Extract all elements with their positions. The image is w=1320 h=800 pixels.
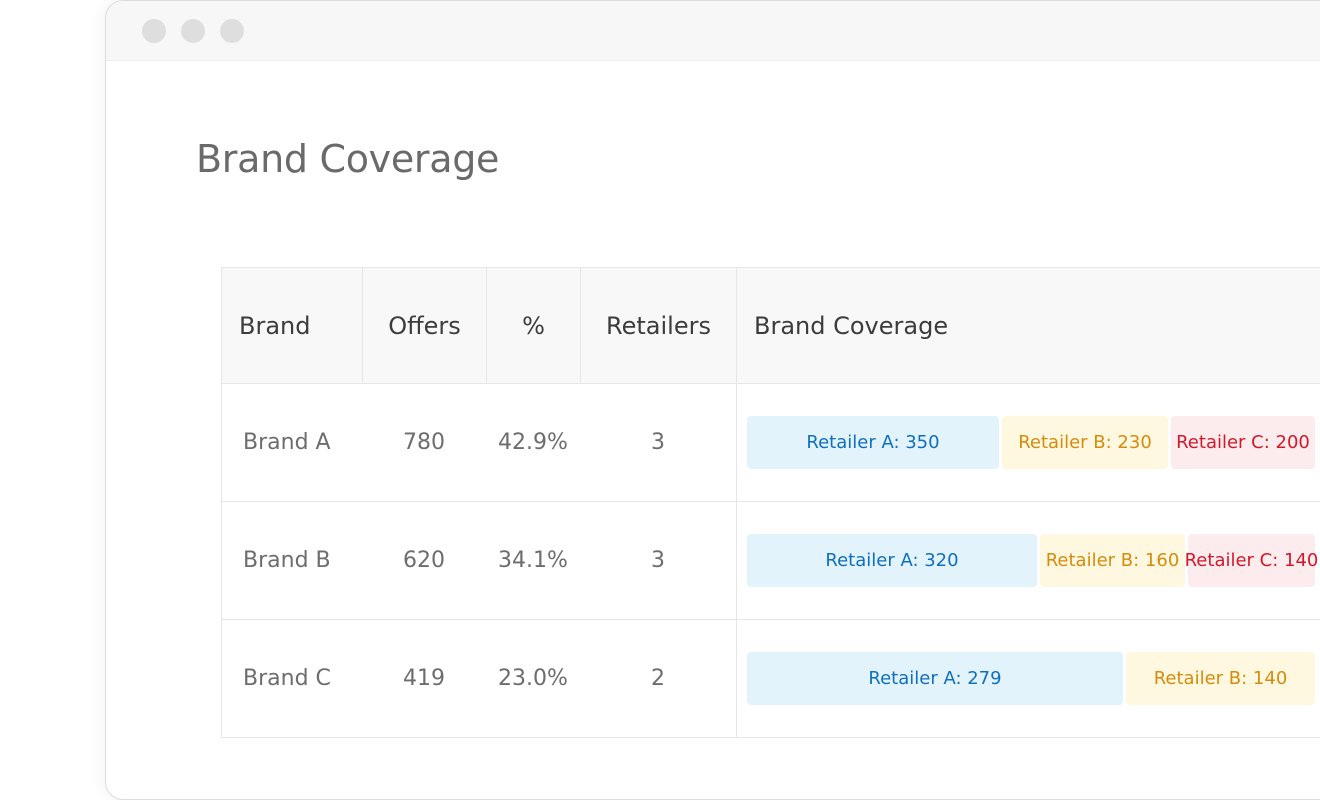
coverage-bar: Retailer A: 350 Retailer B: 230 Retailer C… bbox=[747, 416, 1315, 469]
coverage-segment-retailer-a[interactable]: Retailer A: 320 bbox=[747, 534, 1037, 587]
coverage-cell: Retailer A: 279 Retailer B: 140 bbox=[736, 620, 1320, 737]
percent-cell: 42.9% bbox=[498, 430, 568, 455]
coverage-segment-retailer-c[interactable]: Retailer C: 140 bbox=[1185, 534, 1318, 587]
coverage-bar: Retailer A: 279 Retailer B: 140 bbox=[747, 652, 1315, 705]
table-header-row: Brand Offers % Retailers Brand Coverage bbox=[222, 267, 1320, 384]
retailers-cell: 3 bbox=[651, 430, 665, 455]
column-header-percent[interactable]: % bbox=[486, 268, 580, 383]
retailers-cell: 2 bbox=[651, 666, 665, 691]
percent-cell: 34.1% bbox=[498, 548, 568, 573]
column-header-offers[interactable]: Offers bbox=[362, 268, 486, 383]
coverage-bar: Retailer A: 320 Retailer B: 160 Retailer C… bbox=[747, 534, 1318, 587]
coverage-segment-retailer-b[interactable]: Retailer B: 230 bbox=[1002, 416, 1168, 469]
brand-coverage-table: Brand Offers % Retailers Brand Coverage … bbox=[221, 267, 1320, 738]
brand-cell: Brand A bbox=[243, 430, 331, 455]
table-row[interactable]: Brand C 419 23.0% 2 Retailer A: 279 Retai… bbox=[222, 620, 1320, 738]
offers-cell: 419 bbox=[403, 666, 445, 691]
column-header-brand[interactable]: Brand bbox=[239, 311, 311, 340]
coverage-segment-retailer-b[interactable]: Retailer B: 140 bbox=[1126, 652, 1315, 705]
coverage-segment-retailer-a[interactable]: Retailer A: 279 bbox=[747, 652, 1123, 705]
percent-cell: 23.0% bbox=[498, 666, 568, 691]
coverage-segment-retailer-b[interactable]: Retailer B: 160 bbox=[1040, 534, 1185, 587]
column-header-brand-coverage[interactable]: Brand Coverage bbox=[736, 268, 1320, 383]
coverage-cell: Retailer A: 320 Retailer B: 160 Retailer C… bbox=[736, 502, 1320, 619]
browser-window: Brand Coverage Brand Offers % Retailers … bbox=[105, 0, 1320, 800]
offers-cell: 620 bbox=[403, 548, 445, 573]
window-titlebar bbox=[106, 1, 1320, 61]
brand-cell: Brand C bbox=[243, 666, 331, 691]
window-minimize-dot[interactable] bbox=[181, 19, 205, 43]
window-close-dot[interactable] bbox=[142, 19, 166, 43]
table-row[interactable]: Brand A 780 42.9% 3 Retailer A: 350 Retai… bbox=[222, 384, 1320, 502]
column-header-retailers[interactable]: Retailers bbox=[580, 268, 736, 383]
coverage-cell: Retailer A: 350 Retailer B: 230 Retailer C… bbox=[736, 384, 1320, 501]
offers-cell: 780 bbox=[403, 430, 445, 455]
brand-cell: Brand B bbox=[243, 548, 331, 573]
page-title: Brand Coverage bbox=[196, 137, 500, 181]
table-row[interactable]: Brand B 620 34.1% 3 Retailer A: 320 Retai… bbox=[222, 502, 1320, 620]
coverage-segment-retailer-c[interactable]: Retailer C: 200 bbox=[1171, 416, 1315, 469]
window-maximize-dot[interactable] bbox=[220, 19, 244, 43]
coverage-segment-retailer-a[interactable]: Retailer A: 350 bbox=[747, 416, 999, 469]
retailers-cell: 3 bbox=[651, 548, 665, 573]
